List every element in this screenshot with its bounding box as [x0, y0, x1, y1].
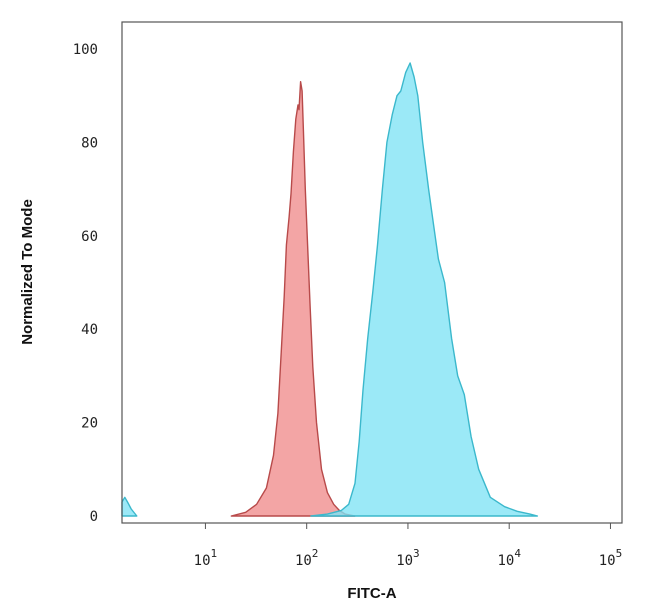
- plot-frame: [121, 21, 623, 524]
- y-tick-label: 100: [73, 42, 98, 58]
- histogram-series-3: [121, 496, 138, 517]
- x-tick-label: 104: [497, 547, 521, 569]
- y-axis-ticks: 0 20 40 60 80 100: [73, 42, 98, 525]
- y-tick-label: 40: [81, 322, 98, 338]
- x-tick-label: 103: [396, 547, 419, 569]
- histogram-series-1: [230, 81, 356, 517]
- x-tick-label: 105: [599, 547, 622, 569]
- x-axis-ticks: 101 102 103 104 105: [194, 523, 622, 569]
- y-tick-label: 20: [81, 416, 98, 432]
- series-layer: [121, 62, 539, 517]
- histogram-series-2: [310, 62, 539, 517]
- y-tick-label: 80: [81, 135, 98, 151]
- x-tick-label: 102: [295, 547, 318, 569]
- y-tick-label: 60: [81, 229, 98, 245]
- x-tick-label: 101: [194, 547, 217, 569]
- y-tick-label: 0: [90, 509, 98, 525]
- y-axis-label: Normalized To Mode: [19, 199, 36, 345]
- x-axis-label: FITC-A: [347, 585, 396, 602]
